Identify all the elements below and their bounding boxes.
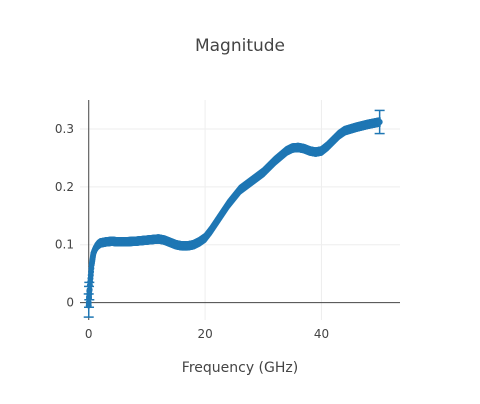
y-tick-label: 0.1 [55, 238, 74, 252]
chart-title: Magnitude [195, 36, 285, 56]
y-tick-label: 0.2 [55, 180, 74, 194]
x-tick-label: 0 [85, 327, 93, 341]
data-series [83, 109, 385, 318]
x-axis-title: Frequency (GHz) [182, 360, 298, 376]
y-tick-label: 0 [66, 296, 74, 310]
y-tick-label: 0.3 [55, 122, 74, 136]
x-tick-label: 40 [314, 327, 329, 341]
data-point [86, 288, 93, 295]
data-point [376, 119, 383, 125]
tick-labels: 0 20 40 0 0.1 0.2 0.3 [55, 122, 329, 341]
x-tick-label: 20 [197, 327, 212, 341]
